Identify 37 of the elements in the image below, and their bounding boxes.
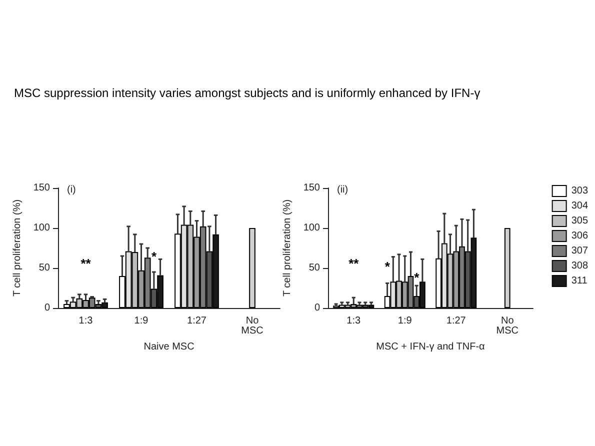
x-tick-label: No MSC — [496, 316, 518, 336]
legend-label: 311 — [571, 276, 588, 286]
y-tick-label: 100 — [303, 222, 320, 234]
x-tick-label: 1:9 — [398, 316, 412, 326]
y-tick-label: 150 — [303, 182, 320, 194]
x-tick-label: 1:3 — [346, 316, 362, 326]
y-tick-label: 100 — [33, 222, 50, 234]
legend-label: 306 — [571, 230, 588, 242]
bar — [249, 228, 256, 308]
y-tick-label: 0 — [314, 302, 320, 314]
x-tick-label: 1:27 — [187, 316, 207, 326]
x-tick-label: 1:27 — [446, 316, 466, 326]
legend-label: 303 — [571, 186, 588, 196]
annotation: * — [414, 270, 420, 285]
y-tick-label: 150 — [33, 182, 50, 194]
y-axis-title: T cell proliferation (%) — [12, 199, 23, 297]
y-axis-title: T cell proliferation (%) — [282, 199, 293, 297]
bar — [504, 228, 510, 308]
x-axis-title: Naive MSC — [144, 342, 194, 352]
chart-title: MSC suppression intensity varies amongst subjects and is uniformly enhanced by IFN-γ — [14, 86, 480, 100]
legend-label: 304 — [571, 200, 588, 212]
chart-subtitle: (ii) — [337, 184, 348, 196]
x-axis-title: MSC + IFN-γ and TNF-α — [376, 342, 486, 352]
legend-label: 308 — [571, 260, 588, 272]
annotation: ** — [348, 256, 360, 271]
y-tick-label: 0 — [44, 302, 50, 314]
annotation: * — [151, 249, 158, 264]
x-tick-label: 1:9 — [134, 316, 149, 326]
legend-label: 307 — [571, 246, 588, 256]
annotation: * — [384, 258, 391, 274]
chart-subtitle: (i) — [67, 184, 76, 196]
x-tick-label: 1:3 — [78, 316, 94, 326]
x-tick-label: No MSC — [241, 316, 264, 336]
y-tick-label: 50 — [308, 262, 320, 274]
annotation: ** — [80, 256, 92, 271]
legend-label: 305 — [571, 216, 588, 226]
y-tick-label: 50 — [38, 262, 50, 274]
